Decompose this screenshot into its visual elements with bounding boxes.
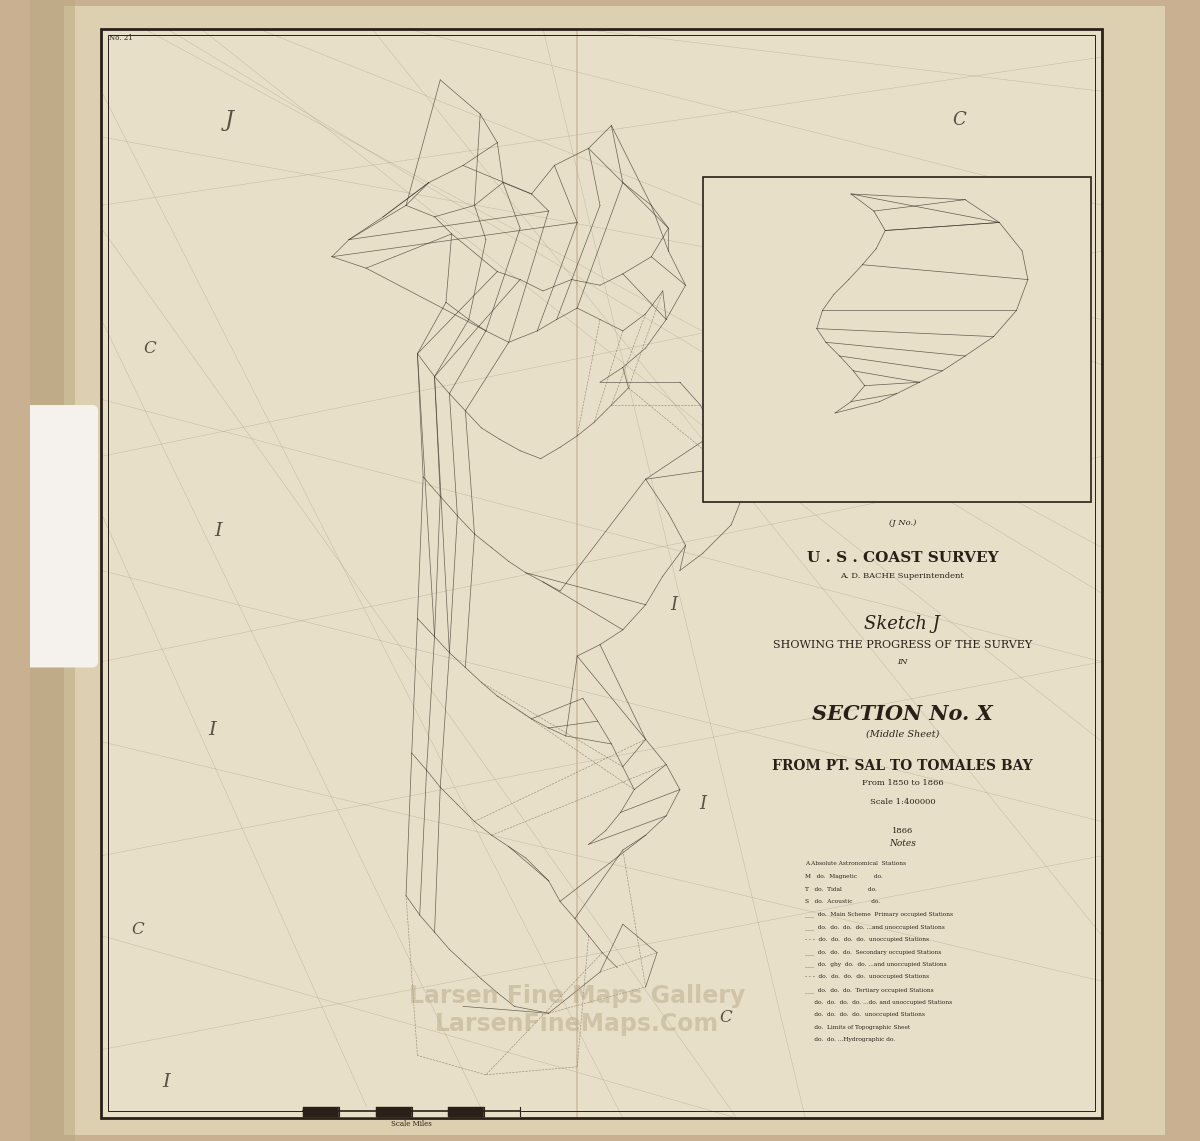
Bar [108,35,1096,1111]
Bar [101,29,1102,1118]
Text: Scale Miles: Scale Miles [391,1120,432,1128]
Bar [577,29,1102,1118]
Text: Scale 1:400000: Scale 1:400000 [870,798,935,806]
Text: (Middle Sheet): (Middle Sheet) [865,729,940,738]
Text: C: C [143,340,156,356]
Text: C: C [719,1010,732,1026]
Text: From 1850 to 1866: From 1850 to 1866 [862,779,943,787]
Text: M   do.  Magnetic         do.: M do. Magnetic do. [805,874,883,879]
Text: do.  do.  do.  do. ...do. and unoccupied Stations: do. do. do. do. ...do. and unoccupied St… [805,1000,953,1004]
Text: I: I [700,795,707,814]
Text: Larsen Fine Maps Gallery
LarsenFineMaps.Com: Larsen Fine Maps Gallery LarsenFineMaps.… [409,984,745,1036]
Text: I: I [162,1073,170,1091]
Text: ___  do.  ghy  do.  do. ...and unoccupied Stations: ___ do. ghy do. do. ...and unoccupied St… [805,962,947,968]
Text: ___  do.  do.  do.  Tertiary occupied Stations: ___ do. do. do. Tertiary occupied Statio… [805,987,934,993]
Text: ___  do.  do.  do.  do. ...and unoccupied Stations: ___ do. do. do. do. ...and unoccupied St… [805,924,946,930]
FancyBboxPatch shape [24,405,98,667]
Text: Notes: Notes [889,839,916,848]
Text: J: J [224,108,234,131]
Text: ___  do.  Main Scheme  Primary occupied Stations: ___ do. Main Scheme Primary occupied Sta… [805,912,953,917]
Text: do.  do. ...Hydrographic do.: do. do. ...Hydrographic do. [805,1037,895,1042]
Text: C: C [132,922,144,938]
Text: S   do.  Acoustic          do.: S do. Acoustic do. [805,899,881,904]
Text: ___  do.  do.  do.  Secondary occupied Stations: ___ do. do. do. Secondary occupied Stati… [805,949,942,955]
Text: A. D. BACHE Superintendent: A. D. BACHE Superintendent [840,572,965,580]
Text: FROM PT. SAL TO TOMALES BAY: FROM PT. SAL TO TOMALES BAY [772,759,1033,772]
Bar [30,0,76,1141]
Text: SECTION No. X: SECTION No. X [812,704,992,725]
Text: do.  Limits of Topographic Sheet: do. Limits of Topographic Sheet [805,1025,911,1029]
Text: IN: IN [898,658,907,666]
Text: (J No.): (J No.) [889,519,916,527]
Text: SHOWING THE PROGRESS OF THE SURVEY: SHOWING THE PROGRESS OF THE SURVEY [773,640,1032,650]
Bar [101,29,1102,1118]
Text: T   do.  Tidal              do.: T do. Tidal do. [805,887,877,891]
Text: U . S . COAST SURVEY: U . S . COAST SURVEY [806,551,998,565]
Text: do.  do.  do.  do.  unoccupied Stations: do. do. do. do. unoccupied Stations [805,1012,925,1017]
Text: - - -  do.  do.  do.  do.  unoccupied Stations: - - - do. do. do. do. unoccupied Station… [805,974,929,979]
Text: - - -  do.  do.  do.  do.  unoccupied Stations: - - - do. do. do. do. unoccupied Station… [805,937,929,941]
Text: I: I [208,721,216,739]
Text: A Absolute Astronomical  Stations: A Absolute Astronomical Stations [805,861,906,866]
Bar [703,177,1091,502]
Text: I: I [671,596,678,614]
Text: C: C [953,111,966,129]
Text: Sketch J: Sketch J [864,615,941,633]
Text: I: I [214,521,222,540]
Text: 1866: 1866 [892,827,913,835]
Text: No. 21: No. 21 [109,34,133,42]
